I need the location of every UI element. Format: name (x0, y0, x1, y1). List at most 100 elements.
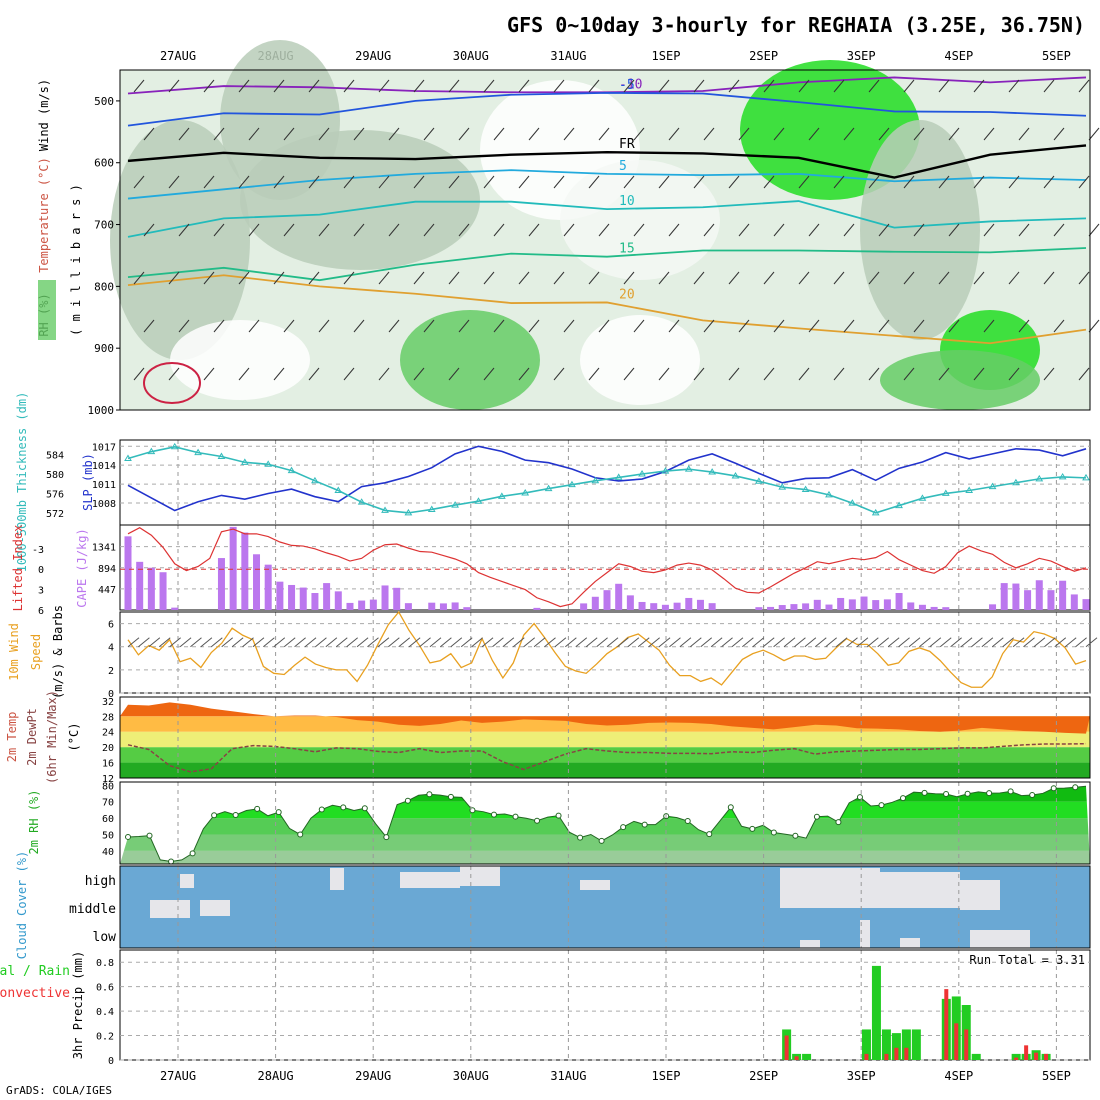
wind-barb (598, 223, 610, 237)
thickness-marker (661, 467, 670, 474)
wind-barb (763, 271, 775, 285)
wind-barb-10m (294, 637, 306, 648)
cloud-block (780, 868, 880, 908)
wind-barb (763, 175, 775, 189)
rh-marker (512, 813, 519, 820)
wind-barb (983, 319, 995, 333)
wind-barb-10m (523, 637, 536, 648)
dewpoint-line (127, 742, 1087, 773)
wind-barb-10m (981, 637, 994, 648)
rh-band (120, 850, 1090, 864)
thickness-marker (474, 497, 483, 504)
li-tick-label: -3 (32, 545, 44, 556)
thickness-marker (521, 488, 530, 496)
wind-barb (588, 175, 600, 189)
wind-barb (388, 127, 400, 141)
thickness-marker (240, 458, 249, 465)
wind-barb-10m (210, 637, 223, 648)
wind-barb (913, 319, 925, 333)
profile-frame (119, 69, 1091, 411)
wind-barb-10m (512, 637, 525, 648)
wind-barb (973, 271, 985, 285)
rh-marker (168, 858, 175, 865)
wind-barb-10m (637, 637, 650, 648)
wind-barb (448, 271, 460, 285)
rh-shading-blob (580, 315, 700, 405)
wind-barb (248, 319, 260, 333)
cape-bar (860, 596, 868, 610)
cape-bar (381, 585, 389, 610)
wind-barb-10m (231, 637, 244, 648)
wind-barb-10m (533, 637, 546, 648)
wind-barb-10m (991, 637, 1004, 648)
wind-barb (1078, 175, 1090, 189)
wind-barb (623, 79, 635, 93)
bottom-day-label: 29AUG (355, 1069, 391, 1083)
cape-bar (708, 603, 716, 610)
rh-shading-blob (170, 320, 310, 400)
wind-barb (598, 319, 610, 333)
thickness-marker (311, 476, 319, 484)
thickness-marker (568, 480, 576, 488)
cape-bar (1070, 594, 1078, 610)
thickness-marker (988, 482, 997, 490)
wind-barb (493, 127, 505, 141)
wind-barb (133, 367, 145, 381)
rh-marker (1050, 785, 1057, 792)
rh-tick-label: 70 (102, 798, 114, 809)
top-day-label: 1SEP (652, 49, 681, 63)
wind-barb (483, 175, 495, 189)
wind-barb (388, 319, 400, 333)
wind-barb-10m (939, 637, 952, 648)
cape-bar (603, 590, 611, 610)
temp-band (120, 731, 1090, 748)
temperature-contour (127, 91, 1087, 127)
wind-barb (343, 79, 355, 93)
cape-bar (848, 599, 856, 610)
wind-barb-10m (1075, 637, 1087, 648)
wind-barb (308, 79, 320, 93)
wind-barb-10m (752, 637, 765, 648)
rh-marker (125, 833, 131, 840)
cape-bar (685, 597, 693, 610)
wind-barb (703, 319, 715, 333)
wind-barb-10m (190, 637, 202, 648)
rh-frame (119, 781, 1091, 865)
precip-total-bar (802, 1053, 812, 1060)
wind-barb (833, 271, 845, 285)
wind-barb-10m (460, 637, 473, 648)
rh-marker (534, 817, 541, 824)
rh-marker (426, 791, 433, 798)
wind-barb-10m (242, 637, 254, 648)
wind-barb (168, 271, 180, 285)
wind-barb (518, 79, 530, 93)
cape-bar (626, 595, 634, 610)
wind-barb (448, 175, 460, 189)
wind-barb-10m (960, 637, 973, 648)
thickness-marker (591, 476, 600, 484)
wind-barb-10m (356, 637, 369, 648)
wind-barb (633, 223, 645, 237)
rh-marker (921, 789, 928, 796)
wind-barb (798, 271, 810, 285)
temp-tick-label: 32 (102, 697, 114, 708)
cloud-frame (119, 865, 1091, 949)
precip-ylabel: 3hr Precip (mm) (71, 951, 85, 1059)
wind-barb-10m (669, 637, 681, 648)
li-ylabel: Lifted Index (11, 525, 25, 612)
cape-bar (930, 606, 938, 610)
wind-barb-10m (148, 637, 161, 648)
wind-barb-10m (1085, 637, 1098, 648)
rh-shading-blob (880, 350, 1040, 410)
cape-bar (451, 602, 459, 610)
wind-barb-10m (554, 637, 567, 648)
precip-convective-bar (1024, 1045, 1029, 1060)
rh-marker (878, 802, 885, 809)
thickness-tick-label: 572 (46, 509, 64, 520)
rh-marker (275, 809, 282, 816)
wind-barb (658, 79, 670, 93)
rh-marker (1007, 788, 1014, 795)
cape-bar (767, 606, 775, 610)
cape-bar (439, 603, 447, 610)
thickness-marker (801, 485, 810, 493)
